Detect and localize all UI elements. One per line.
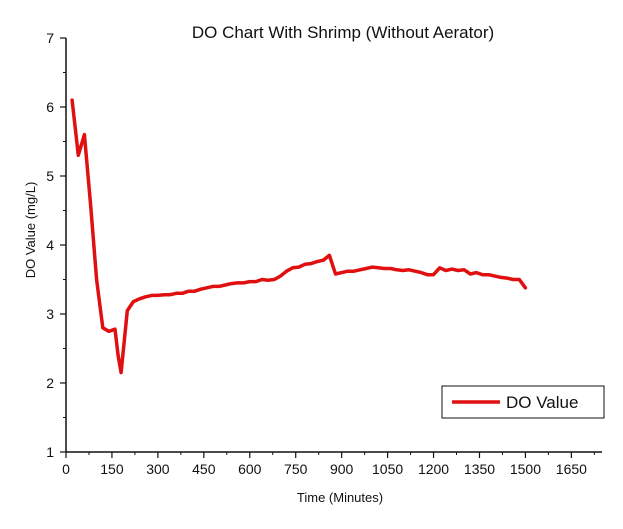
series-line-do-value [70, 98, 528, 375]
y-tick-label: 6 [46, 99, 54, 115]
x-tick-label: 450 [192, 461, 216, 477]
chart-title: DO Chart With Shrimp (Without Aerator) [192, 23, 494, 42]
y-tick-label: 1 [46, 444, 54, 460]
x-tick-label: 600 [238, 461, 262, 477]
y-tick-label: 5 [46, 168, 54, 184]
x-tick-label: 1200 [418, 461, 449, 477]
y-axis-title: DO Value (mg/L) [23, 182, 38, 279]
x-tick-label: 750 [284, 461, 308, 477]
x-tick-label: 150 [100, 461, 124, 477]
y-tick-label: 7 [46, 30, 54, 46]
legend: DO Value [441, 385, 605, 419]
x-tick-label: 0 [62, 461, 70, 477]
series-group [70, 98, 528, 375]
x-tick-label: 300 [146, 461, 170, 477]
y-tick-label: 2 [46, 375, 54, 391]
y-tick-label: 4 [46, 237, 54, 253]
legend-label-do-value: DO Value [506, 393, 578, 412]
y-tick-label: 3 [46, 306, 54, 322]
x-tick-label: 1350 [464, 461, 495, 477]
x-tick-label: 1500 [510, 461, 541, 477]
x-axis-title: Time (Minutes) [297, 490, 383, 505]
y-axis-ticks: 1 2 3 4 5 6 7 [46, 30, 66, 460]
x-tick-label: 900 [330, 461, 354, 477]
x-tick-label: 1650 [556, 461, 587, 477]
x-axis-ticks: 0 150 300 450 600 750 900 1050 1200 1350 1500 1650 [62, 452, 595, 477]
x-tick-label: 1050 [372, 461, 403, 477]
